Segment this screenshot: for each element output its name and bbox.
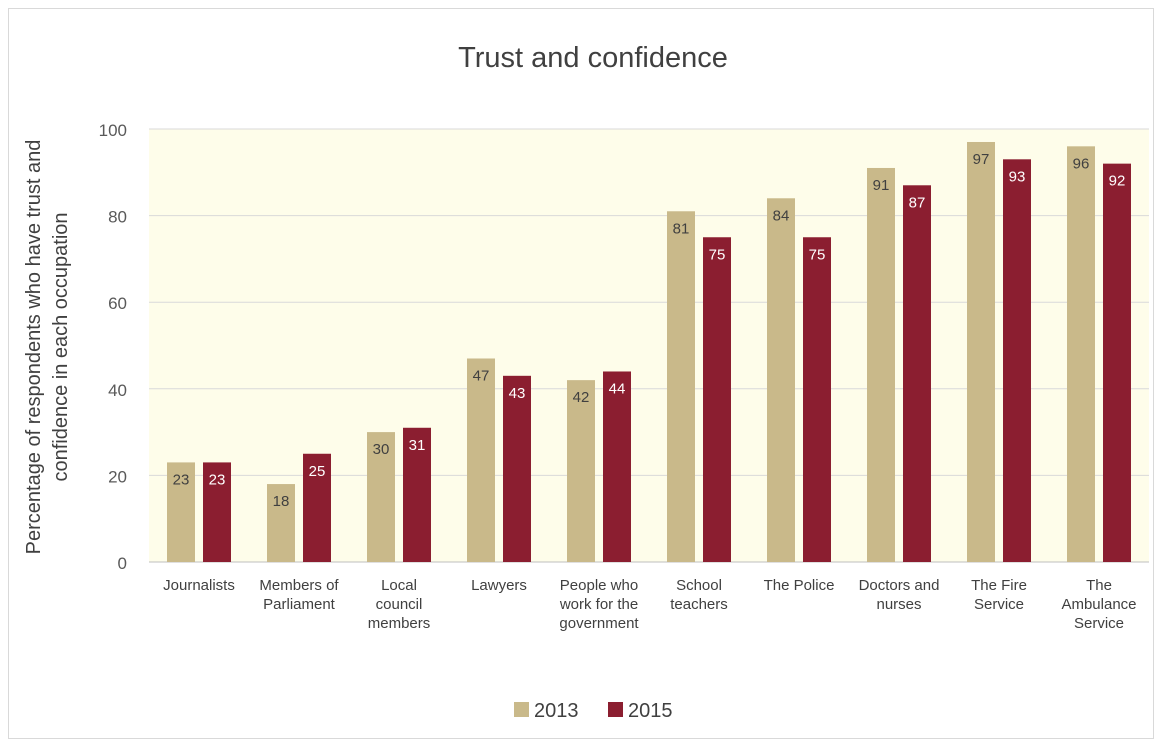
data-label-2015: 75	[809, 246, 826, 263]
data-label-2013: 47	[473, 367, 490, 384]
data-label-2013: 91	[873, 177, 890, 194]
bar-2015	[803, 237, 831, 562]
x-tick-label: Doctors and nurses	[859, 577, 940, 613]
bars	[167, 141, 1131, 563]
y-tick-label: 100	[99, 121, 127, 140]
y-tick-label: 60	[108, 294, 127, 313]
x-tick-label: The Police	[764, 577, 835, 594]
bar-2015	[703, 237, 731, 562]
x-axis-ticks: Journalists Members of Parliament Local coun…	[163, 577, 1136, 632]
y-tick-label: 0	[118, 554, 127, 573]
y-axis-label: Percentage of respondents who have trust…	[23, 140, 72, 555]
bar-2015	[1003, 159, 1031, 562]
bar-2013	[167, 462, 195, 562]
bar-2013	[367, 432, 395, 562]
data-label-2015: 23	[209, 471, 226, 488]
bar-2013	[867, 167, 895, 562]
bar-2015	[903, 185, 931, 563]
bar-2013	[667, 211, 695, 562]
bar-2013	[967, 141, 995, 563]
legend-label-2015: 2015	[628, 700, 673, 722]
data-label-2013: 84	[773, 207, 790, 224]
plot-area	[149, 129, 1149, 562]
bar-2013	[567, 380, 595, 562]
chart-title: Trust and confidence	[458, 42, 728, 74]
data-label-2015: 92	[1109, 173, 1126, 190]
bar-2015	[503, 375, 531, 562]
data-label-2013: 23	[173, 471, 190, 488]
bar-2013	[767, 198, 795, 562]
data-label-2015: 31	[409, 437, 426, 454]
x-tick-label: Journalists	[163, 577, 235, 594]
bar-2013	[467, 358, 495, 562]
y-tick-label: 20	[108, 467, 127, 486]
data-label-2013: 18	[273, 493, 290, 510]
bar-2015	[403, 427, 431, 562]
y-tick-label: 80	[108, 208, 127, 227]
data-label-2015: 75	[709, 246, 726, 263]
y-axis-ticks: 0 20 40 60 80 100	[99, 121, 127, 573]
x-tick-label: The Fire Service	[971, 577, 1027, 613]
bar-2015	[303, 453, 331, 562]
data-label-2015: 43	[509, 385, 526, 402]
data-label-2013: 81	[673, 220, 690, 237]
x-tick-label: Lawyers	[471, 577, 527, 594]
bar-2013	[1067, 146, 1095, 562]
y-tick-label: 40	[108, 381, 127, 400]
data-label-2015: 87	[909, 194, 926, 211]
x-tick-label: People who work for the government	[559, 577, 640, 632]
data-label-2013: 30	[373, 441, 390, 458]
data-label-2015: 93	[1009, 168, 1026, 185]
data-label-2015: 25	[309, 463, 326, 480]
x-tick-label: Local council members	[368, 577, 431, 632]
data-labels: 23 23 18 25 30 31 47 43 42 44 81 75 84 75 91 87 97 93 96 92	[173, 151, 1126, 510]
bar-2013	[267, 484, 295, 562]
legend-swatch-2015	[608, 702, 623, 717]
data-label-2013: 42	[573, 389, 590, 406]
x-tick-label: Members of Parliament	[259, 577, 339, 613]
bar-2015	[203, 462, 231, 562]
data-label-2013: 97	[973, 151, 990, 168]
x-tick-label: School teachers	[670, 577, 728, 613]
chart-frame: 23 23 18 25 30 31 47 43 42 44 81 75 84 75 91 87 97 93 96 92…	[8, 8, 1154, 739]
data-label-2013: 96	[1073, 155, 1090, 172]
bar-chart: 23 23 18 25 30 31 47 43 42 44 81 75 84 75 91 87 97 93 96 92…	[23, 42, 1149, 722]
data-label-2015: 44	[609, 380, 626, 397]
legend-swatch-2013	[514, 702, 529, 717]
legend: 2013 2015	[514, 700, 673, 722]
bar-2015	[1103, 163, 1131, 562]
legend-label-2013: 2013	[534, 700, 579, 722]
bar-2015	[603, 371, 631, 562]
x-tick-label: The Ambulance Service	[1061, 577, 1136, 632]
